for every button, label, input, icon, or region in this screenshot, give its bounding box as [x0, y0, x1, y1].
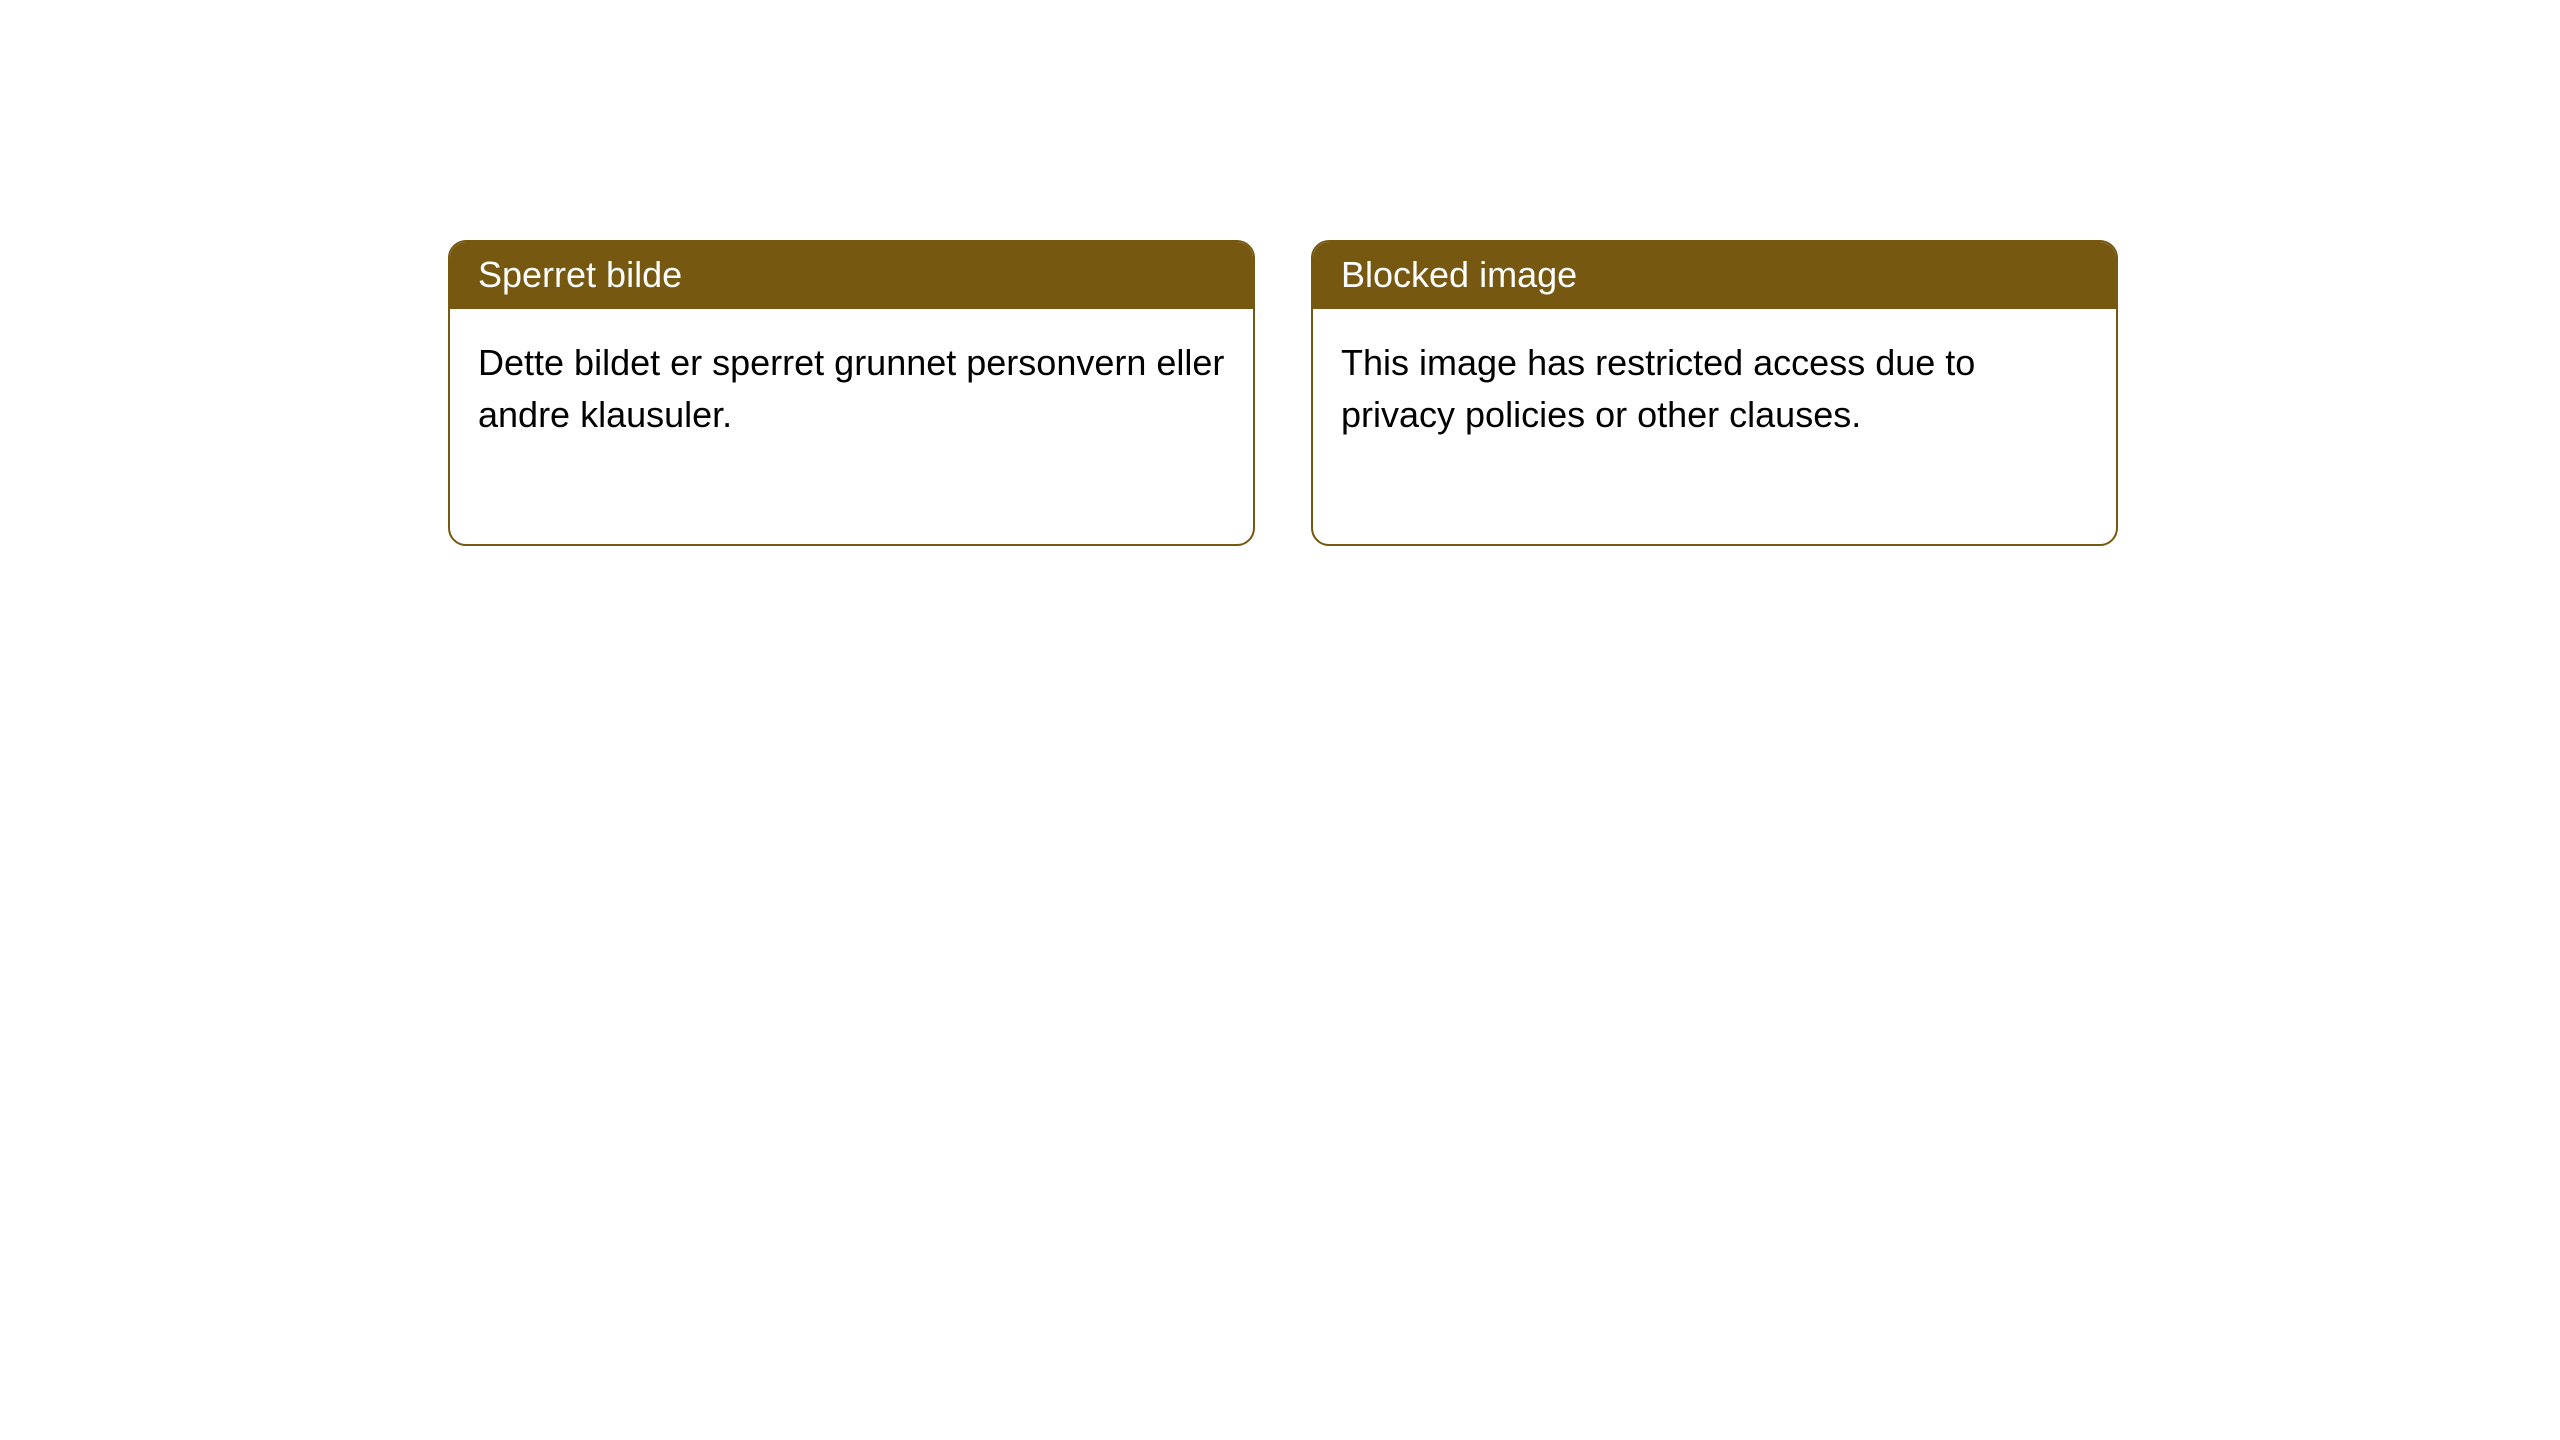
notice-title-en: Blocked image [1313, 242, 2116, 309]
notice-body-en: This image has restricted access due to … [1313, 309, 2116, 544]
notice-card-en: Blocked image This image has restricted … [1311, 240, 2118, 546]
notice-body-no: Dette bildet er sperret grunnet personve… [450, 309, 1253, 544]
notice-card-no: Sperret bilde Dette bildet er sperret gr… [448, 240, 1255, 546]
notice-container: Sperret bilde Dette bildet er sperret gr… [0, 0, 2560, 546]
notice-title-no: Sperret bilde [450, 242, 1253, 309]
